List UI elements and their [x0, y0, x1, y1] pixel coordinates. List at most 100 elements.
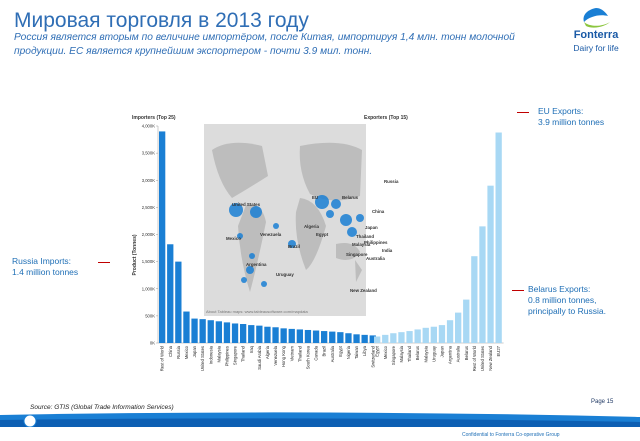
- map-landmass: [238, 204, 266, 292]
- exporter-bar: [446, 320, 454, 343]
- importer-bar: [159, 131, 166, 343]
- eu-exports-pointer: [517, 112, 529, 113]
- logo-brand: Fonterra: [574, 29, 620, 41]
- importer-bars: [159, 131, 376, 343]
- map-label: EU: [312, 195, 318, 200]
- importer-bar: [175, 261, 182, 343]
- importer-bar: [321, 331, 328, 343]
- importer-category-label: Libya: [362, 345, 367, 356]
- exporter-category-label: Mexico: [383, 345, 388, 359]
- map-bubble: [250, 206, 262, 218]
- importer-bar: [296, 329, 303, 343]
- importer-category-label: Venezuela: [273, 345, 278, 365]
- y-tick-label: 1,000K: [142, 286, 155, 291]
- exporter-bar: [455, 312, 462, 343]
- map-bubble: [246, 266, 254, 274]
- map-bubble: [241, 277, 247, 283]
- importer-bar: [361, 334, 368, 343]
- russia-imports-pointer: [98, 262, 110, 263]
- map-label: Uruguay: [276, 272, 294, 277]
- map-bubble: [261, 281, 267, 287]
- importer-bar: [264, 326, 271, 343]
- importer-category-label: Rest of World: [160, 345, 165, 371]
- map-bubble: [340, 214, 352, 226]
- exporter-bar: [479, 226, 486, 343]
- belarus-exports-pointer: [512, 290, 524, 291]
- y-tick-label: 4,000K: [142, 124, 155, 129]
- importer-category-label: United States: [200, 346, 205, 371]
- map-bubble: [347, 227, 357, 237]
- importer-category-label: Switzerland: [370, 345, 375, 367]
- fonterra-logo: Fonterra Dairy for life: [573, 8, 620, 53]
- exporter-category-label: Argentina: [448, 345, 453, 364]
- importer-category-label: Malaysia: [216, 345, 221, 362]
- map-credit: About Tableau maps: www.tableausoftware.…: [206, 309, 309, 314]
- exporter-bar: [406, 331, 413, 343]
- eu-exports-annotation: EU Exports: 3.9 million tonnes: [538, 106, 604, 128]
- importer-bar: [353, 334, 360, 343]
- exporter-category-label: Belarus: [464, 346, 469, 360]
- map-bubble: [356, 214, 364, 222]
- fonterra-swirl-icon: [583, 8, 610, 28]
- exporter-category-label: Singapore: [391, 345, 396, 365]
- importer-bar: [256, 325, 263, 343]
- map-landmass: [336, 243, 360, 260]
- importer-category-label: Egypt: [338, 345, 343, 357]
- map-bubble: [273, 223, 279, 229]
- importer-category-label: Singapore: [233, 345, 238, 365]
- importer-category-label: Thailand: [241, 345, 246, 362]
- russia-imports-line1: Russia Imports:: [12, 256, 72, 266]
- map-label: Japan: [365, 225, 378, 230]
- map-label: Mexico: [226, 236, 241, 241]
- importers-title: Importers (Top 25): [132, 115, 176, 121]
- importer-category-label: Nigeria: [346, 345, 351, 359]
- exporters-title: Exporters (Top 15): [364, 115, 408, 121]
- y-tick-label: 500K: [145, 313, 155, 318]
- importer-category-label: China: [168, 345, 173, 357]
- importer-category-label: Philippines: [224, 346, 229, 366]
- exporter-bar: [390, 333, 397, 343]
- importer-category-label: Iraq: [249, 345, 254, 353]
- map-bubble: [326, 210, 334, 218]
- map-bubble: [288, 240, 296, 248]
- page-title: Мировая торговля в 2013 году: [14, 9, 309, 32]
- y-tick-label: 1,500K: [142, 259, 155, 264]
- importer-category-label: Russia: [176, 345, 181, 358]
- importer-category-label: Taiwan: [354, 345, 359, 359]
- importer-bar: [167, 244, 174, 343]
- importer-bar: [223, 322, 231, 343]
- importer-category-label: Canada: [314, 345, 319, 360]
- eu-exports-line1: EU Exports:: [538, 106, 584, 116]
- map-label: Philippines: [364, 240, 388, 245]
- exporter-bar: [487, 185, 494, 343]
- exporter-category-label: Thailand: [407, 345, 412, 362]
- footer-swoosh: [0, 412, 640, 427]
- map-bubble: [249, 253, 255, 259]
- exporter-category-label: Malaysia: [423, 345, 428, 362]
- map-label: China: [372, 209, 385, 214]
- belarus-exports-line2: 0.8 million tonnes,: [528, 295, 597, 305]
- map-label: Algeria: [304, 224, 319, 229]
- map-label: Russia: [384, 179, 399, 184]
- exporter-category-label: United States: [480, 346, 485, 371]
- importer-bar: [199, 319, 206, 343]
- importer-category-label: Algeria: [265, 345, 270, 359]
- exporter-category-label: Malaysia: [399, 345, 404, 362]
- importer-bar: [288, 328, 295, 343]
- footer-dot-icon: [23, 414, 37, 427]
- y-tick-label: 2,500K: [142, 205, 155, 210]
- exporter-category-label: Japan: [439, 345, 444, 357]
- importer-bar: [329, 331, 336, 343]
- exporter-labels: Egypt Mexico Singapore Malaysia Thailand Bela…: [375, 345, 502, 371]
- page-number: Page 15: [591, 399, 614, 405]
- logo-tagline: Dairy for life: [573, 43, 619, 53]
- exporter-bar: [471, 256, 478, 343]
- exporter-bar: [463, 299, 470, 343]
- belarus-exports-line3: principally to Russia.: [528, 306, 606, 316]
- eu-exports-line2: 3.9 million tonnes: [538, 117, 605, 127]
- belarus-exports-annotation: Belarus Exports: 0.8 million tonnes, pri…: [528, 284, 606, 317]
- page-subtitle: Россия является вторым по величине импор…: [14, 32, 515, 57]
- importer-category-label: Vietnam: [289, 345, 294, 361]
- map-bubble: [315, 195, 329, 209]
- y-tick-label: 0K: [150, 341, 155, 346]
